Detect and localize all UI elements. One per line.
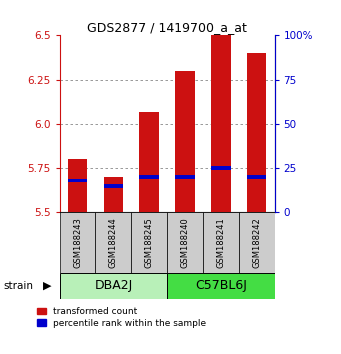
- Bar: [167, 273, 275, 299]
- Text: GSM188241: GSM188241: [216, 217, 225, 268]
- Bar: [139, 112, 159, 212]
- Bar: [95, 212, 131, 273]
- Text: C57BL6J: C57BL6J: [195, 279, 247, 292]
- Text: DBA2J: DBA2J: [94, 279, 133, 292]
- Bar: [104, 184, 123, 188]
- Text: GSM188242: GSM188242: [252, 217, 261, 268]
- Bar: [239, 212, 275, 273]
- Bar: [175, 175, 195, 179]
- Bar: [131, 212, 167, 273]
- Bar: [247, 53, 266, 212]
- Title: GDS2877 / 1419700_a_at: GDS2877 / 1419700_a_at: [87, 21, 247, 34]
- Bar: [60, 273, 167, 299]
- Bar: [104, 177, 123, 212]
- Bar: [211, 166, 231, 170]
- Bar: [68, 159, 87, 212]
- Text: GSM188245: GSM188245: [145, 217, 154, 268]
- Text: GSM188244: GSM188244: [109, 217, 118, 268]
- Bar: [139, 175, 159, 179]
- Text: GSM188243: GSM188243: [73, 217, 82, 268]
- Bar: [175, 71, 195, 212]
- Bar: [247, 175, 266, 179]
- Bar: [203, 212, 239, 273]
- Legend: transformed count, percentile rank within the sample: transformed count, percentile rank withi…: [37, 307, 206, 328]
- Bar: [68, 178, 87, 182]
- Bar: [167, 212, 203, 273]
- Bar: [211, 35, 231, 212]
- Bar: [60, 212, 95, 273]
- Text: strain: strain: [3, 281, 33, 291]
- Text: GSM188240: GSM188240: [180, 217, 190, 268]
- Text: ▶: ▶: [43, 281, 51, 291]
